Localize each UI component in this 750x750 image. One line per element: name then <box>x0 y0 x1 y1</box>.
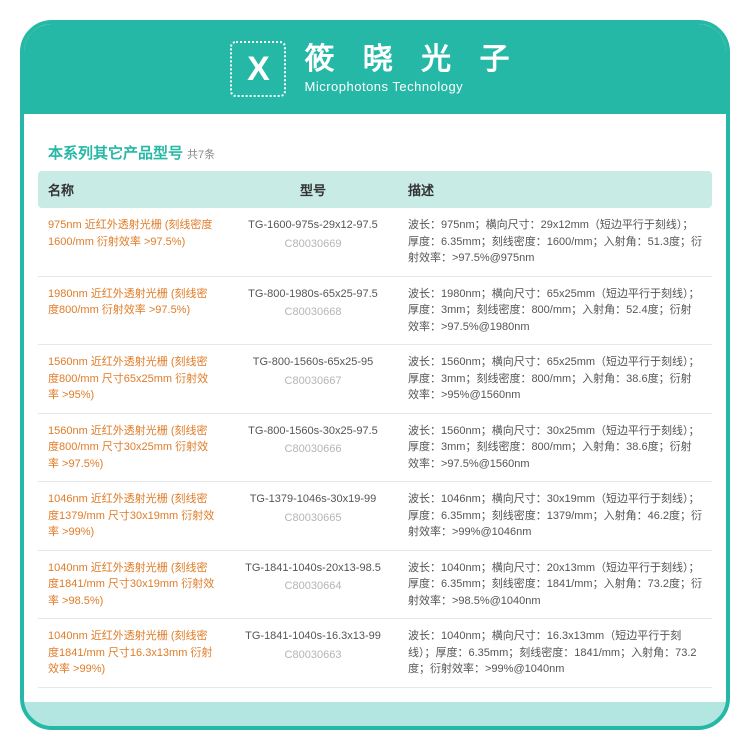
table-row: 1980nm 近红外透射光栅 (刻线密度800/mm 衍射效率 >97.5%)T… <box>38 277 712 346</box>
product-name-link[interactable]: 975nm 近红外透射光栅 (刻线密度1600/mm 衍射效率 >97.5%) <box>38 208 228 276</box>
table-row: 1040nm 近红外透射光栅 (刻线密度1841/mm 尺寸16.3x13mm … <box>38 619 712 688</box>
product-desc: 波长：1040nm；横向尺寸：20x13mm（短边平行于刻线）；厚度：6.35m… <box>398 551 712 619</box>
product-name-link[interactable]: 1040nm 近红外透射光栅 (刻线密度1841/mm 尺寸30x19mm 衍射… <box>38 551 228 619</box>
product-name-link[interactable]: 1040nm 近红外透射光栅 (刻线密度1841/mm 尺寸16.3x13mm … <box>38 619 228 687</box>
product-desc: 波长：1980nm；横向尺寸：65x25mm（短边平行于刻线）；厚度：3mm；刻… <box>398 277 712 345</box>
product-code: C80030664 <box>238 578 388 595</box>
product-code: C80030669 <box>238 236 388 253</box>
col-header-desc: 描述 <box>398 171 712 208</box>
footer-band <box>24 702 726 726</box>
table-header-row: 名称 型号 描述 <box>38 171 712 208</box>
table-row: 1560nm 近红外透射光栅 (刻线密度800/mm 尺寸65x25mm 衍射效… <box>38 345 712 414</box>
product-desc: 波长：975nm；横向尺寸：29x12mm（短边平行于刻线）；厚度：6.35mm… <box>398 208 712 276</box>
product-model: TG-1841-1040s-20x13-98.5C80030664 <box>228 551 398 619</box>
section-title: 本系列其它产品型号 共7条 <box>24 114 726 171</box>
product-model: TG-800-1560s-65x25-95C80030667 <box>228 345 398 413</box>
product-name-link[interactable]: 1560nm 近红外透射光栅 (刻线密度800/mm 尺寸65x25mm 衍射效… <box>38 345 228 413</box>
brand-cn: 筱 晓 光 子 <box>304 43 519 78</box>
product-desc: 波长：1560nm；横向尺寸：30x25mm（短边平行于刻线）；厚度：3mm；刻… <box>398 414 712 482</box>
table-row: 1046nm 近红外透射光栅 (刻线密度1379/mm 尺寸30x19mm 衍射… <box>38 482 712 551</box>
logo-icon: X <box>230 41 286 97</box>
products-table: 名称 型号 描述 975nm 近红外透射光栅 (刻线密度1600/mm 衍射效率… <box>24 171 726 688</box>
brand-text: 筱 晓 光 子 Microphotons Technology <box>304 43 519 94</box>
table-row: 975nm 近红外透射光栅 (刻线密度1600/mm 衍射效率 >97.5%)T… <box>38 208 712 277</box>
logo-letter: X <box>247 50 270 89</box>
brand-en: Microphotons Technology <box>304 80 519 95</box>
product-model: TG-1600-975s-29x12-97.5C80030669 <box>228 208 398 276</box>
table-row: 1560nm 近红外透射光栅 (刻线密度800/mm 尺寸30x25mm 衍射效… <box>38 414 712 483</box>
product-model: TG-800-1560s-30x25-97.5C80030666 <box>228 414 398 482</box>
product-model: TG-1379-1046s-30x19-99C80030665 <box>228 482 398 550</box>
product-desc: 波长：1560nm；横向尺寸：65x25mm（短边平行于刻线）；厚度：3mm；刻… <box>398 345 712 413</box>
table-body: 975nm 近红外透射光栅 (刻线密度1600/mm 衍射效率 >97.5%)T… <box>38 208 712 688</box>
product-desc: 波长：1046nm；横向尺寸：30x19mm（短边平行于刻线）；厚度：6.35m… <box>398 482 712 550</box>
product-desc: 波长：1040nm；横向尺寸：16.3x13mm（短边平行于刻线）；厚度：6.3… <box>398 619 712 687</box>
section-title-text: 本系列其它产品型号 <box>48 142 183 163</box>
header: X 筱 晓 光 子 Microphotons Technology <box>24 24 726 114</box>
product-name-link[interactable]: 1046nm 近红外透射光栅 (刻线密度1379/mm 尺寸30x19mm 衍射… <box>38 482 228 550</box>
product-code: C80030663 <box>238 647 388 664</box>
col-header-name: 名称 <box>38 171 228 208</box>
product-model: TG-1841-1040s-16.3x13-99C80030663 <box>228 619 398 687</box>
table-row: 1040nm 近红外透射光栅 (刻线密度1841/mm 尺寸30x19mm 衍射… <box>38 551 712 620</box>
product-code: C80030667 <box>238 373 388 390</box>
product-code: C80030665 <box>238 510 388 527</box>
col-header-model: 型号 <box>228 171 398 208</box>
product-code: C80030668 <box>238 304 388 321</box>
section-count: 共7条 <box>187 146 215 162</box>
product-name-link[interactable]: 1560nm 近红外透射光栅 (刻线密度800/mm 尺寸30x25mm 衍射效… <box>38 414 228 482</box>
product-model: TG-800-1980s-65x25-97.5C80030668 <box>228 277 398 345</box>
product-name-link[interactable]: 1980nm 近红外透射光栅 (刻线密度800/mm 衍射效率 >97.5%) <box>38 277 228 345</box>
card-frame: X 筱 晓 光 子 Microphotons Technology 本系列其它产… <box>20 20 730 730</box>
product-code: C80030666 <box>238 441 388 458</box>
